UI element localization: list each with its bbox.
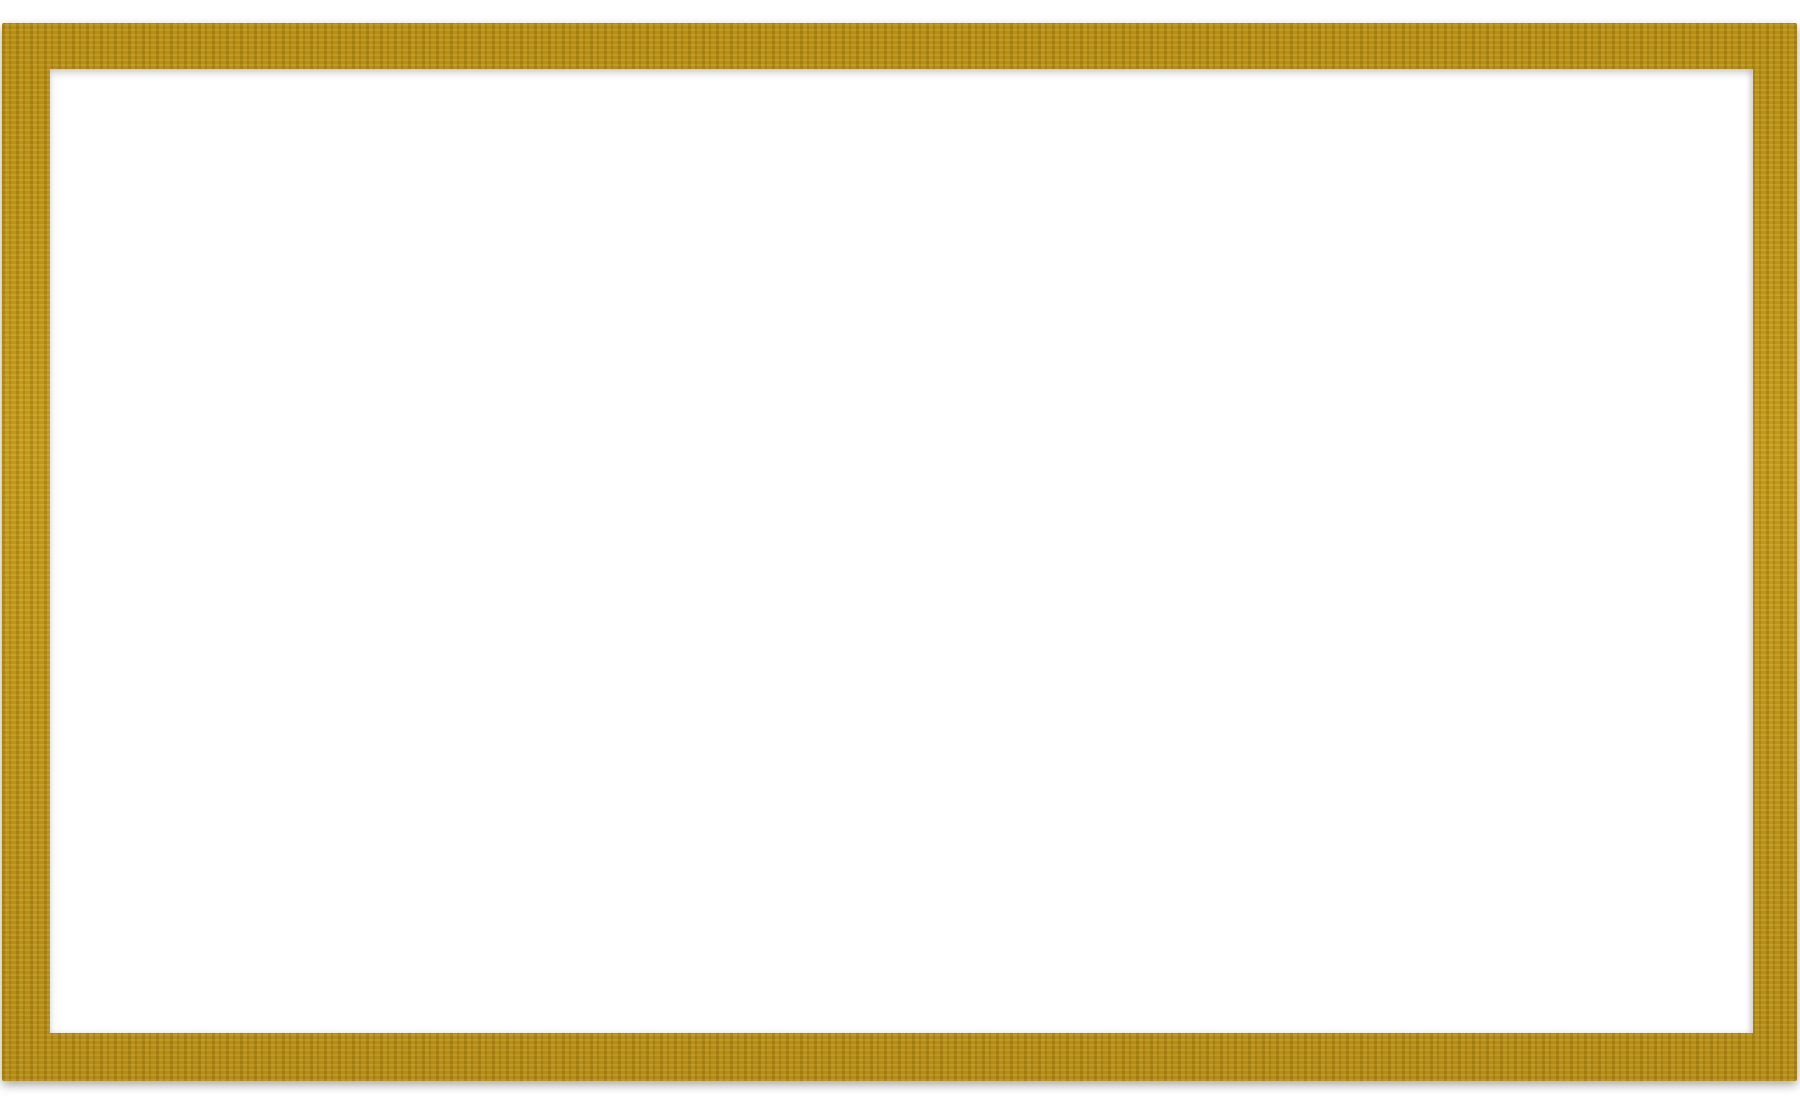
- blank-canvas: [50, 69, 1753, 1033]
- gold-frame: [2, 23, 1797, 1081]
